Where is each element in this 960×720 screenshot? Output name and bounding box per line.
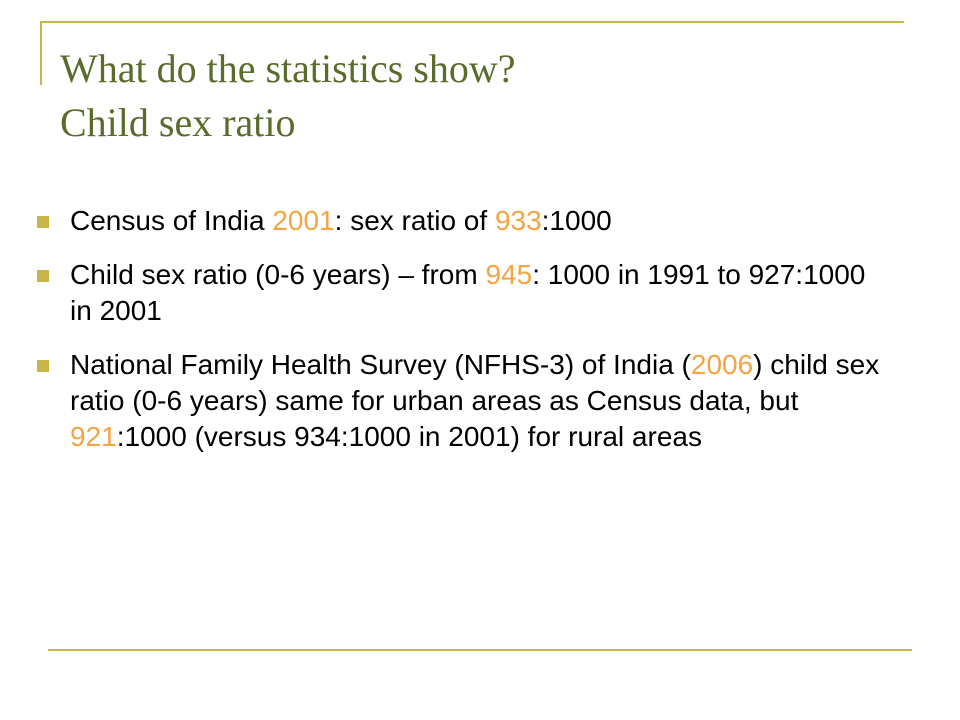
bullet-text: Child sex ratio (0-6 years) – from 945: …	[70, 259, 865, 326]
bullet-item-3: National Family Health Survey (NFHS-3) o…	[37, 347, 887, 455]
bullet-text: National Family Health Survey (NFHS-3) o…	[70, 349, 879, 452]
text-run: Census of India	[70, 205, 273, 236]
highlighted-number: 933	[494, 205, 542, 236]
bullet-list: Census of India 2001: sex ratio of 933:1…	[37, 203, 887, 473]
highlighted-number: 2001	[272, 205, 335, 236]
slide-title-line-2: Child sex ratio	[60, 100, 296, 145]
highlighted-number: 945	[485, 259, 533, 290]
text-run: :1000 (versus 934:1000 in 2001) for rura…	[116, 421, 702, 452]
highlighted-number: 921	[70, 421, 117, 452]
bottom-rule	[48, 649, 912, 651]
text-run: : sex ratio of	[334, 205, 495, 236]
slide-title-line-1: What do the statistics show?	[60, 46, 516, 91]
bullet-text: Census of India 2001: sex ratio of 933:1…	[70, 205, 612, 236]
text-run: ) child sex ratio (0-6 years) same for u…	[70, 349, 880, 416]
slide-title: What do the statistics show? Child sex r…	[60, 42, 920, 150]
text-run: Child sex ratio (0-6 years) – from	[70, 259, 486, 290]
text-run: :1000	[541, 205, 612, 236]
top-rule	[40, 21, 904, 23]
text-run: : 1000 in 1991 to 927:1000 in 2001	[70, 259, 866, 326]
text-run: National Family Health Survey (NFHS-3) o…	[70, 349, 691, 380]
left-rule	[40, 21, 42, 85]
square-bullet-icon	[37, 216, 49, 228]
bullet-item-1: Census of India 2001: sex ratio of 933:1…	[37, 203, 887, 239]
square-bullet-icon	[37, 270, 49, 282]
bullet-item-2: Child sex ratio (0-6 years) – from 945: …	[37, 257, 887, 329]
square-bullet-icon	[37, 360, 49, 372]
highlighted-number: 2006	[690, 349, 754, 380]
